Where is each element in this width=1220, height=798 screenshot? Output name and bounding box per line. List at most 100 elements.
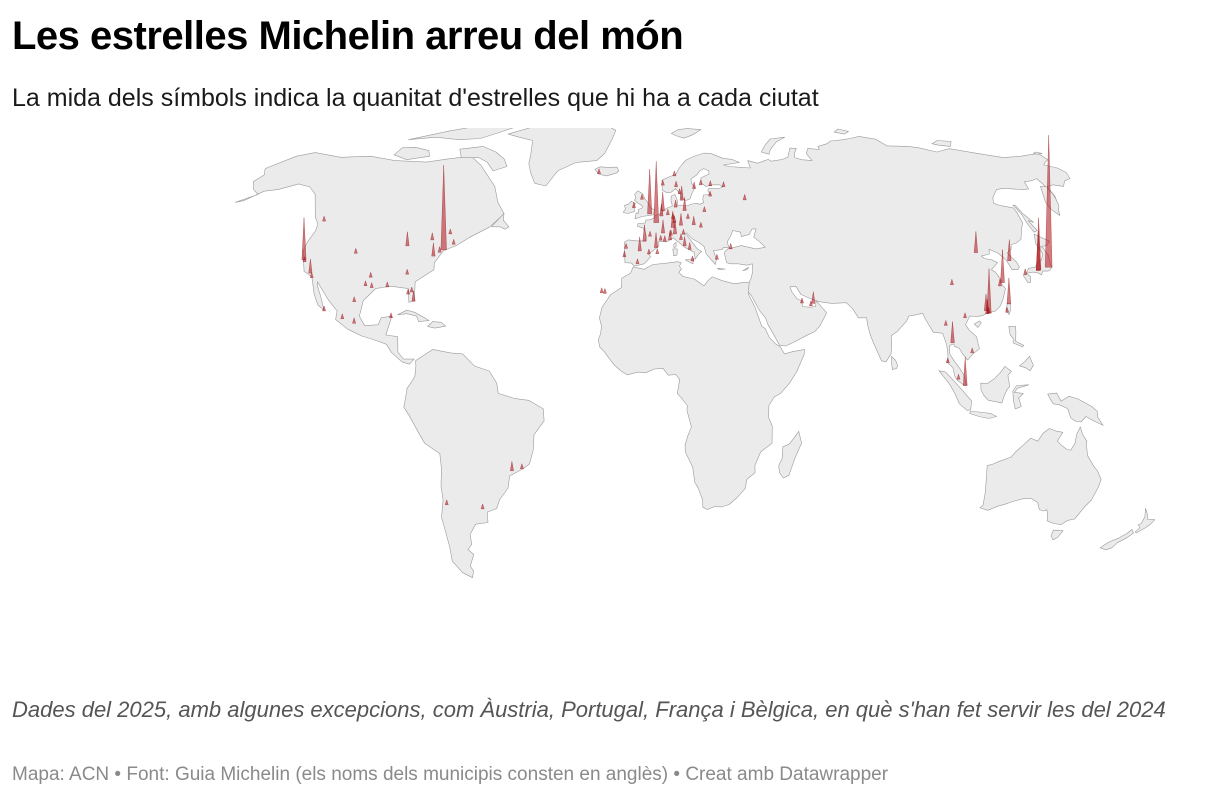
city-spike-marker[interactable] xyxy=(597,167,601,174)
city-spike-marker[interactable] xyxy=(352,316,357,324)
city-spike-marker[interactable] xyxy=(986,268,992,314)
city-spike-marker[interactable] xyxy=(660,179,665,186)
city-spike-marker[interactable] xyxy=(670,211,675,219)
city-spike-marker[interactable] xyxy=(430,232,435,241)
city-spike-marker[interactable] xyxy=(631,201,636,209)
city-spike-marker[interactable] xyxy=(963,311,967,319)
city-spike-marker[interactable] xyxy=(448,228,453,235)
city-spike-marker[interactable] xyxy=(681,228,686,235)
city-spike-marker[interactable] xyxy=(340,312,345,320)
city-spike-marker[interactable] xyxy=(970,347,975,354)
city-spike-marker[interactable] xyxy=(640,193,644,200)
city-spike-marker[interactable] xyxy=(662,234,667,242)
city-spike-marker[interactable] xyxy=(647,169,653,215)
city-spike-marker[interactable] xyxy=(1044,135,1053,268)
city-spike-marker[interactable] xyxy=(385,281,390,288)
city-spike-marker[interactable] xyxy=(677,187,682,194)
city-spike-marker[interactable] xyxy=(665,208,670,216)
city-spike-marker[interactable] xyxy=(679,232,683,240)
city-spike-marker[interactable] xyxy=(714,253,719,260)
city-spike-marker[interactable] xyxy=(691,216,696,226)
city-spike-marker[interactable] xyxy=(624,242,629,249)
landmass-sulawesi xyxy=(1012,384,1030,410)
city-spike-marker[interactable] xyxy=(654,232,659,248)
city-spike-marker[interactable] xyxy=(653,161,659,223)
city-spike-marker[interactable] xyxy=(519,462,524,469)
city-spike-marker[interactable] xyxy=(673,199,678,208)
city-spike-marker[interactable] xyxy=(1006,277,1012,305)
city-spike-marker[interactable] xyxy=(800,297,804,304)
city-spike-marker[interactable] xyxy=(698,178,703,186)
city-spike-marker[interactable] xyxy=(698,221,703,228)
city-spike-marker[interactable] xyxy=(945,356,950,364)
city-spike-marker[interactable] xyxy=(690,255,695,262)
city-spike-marker[interactable] xyxy=(301,217,307,261)
city-spike-marker[interactable] xyxy=(1005,306,1010,313)
city-spike-marker[interactable] xyxy=(1036,217,1042,270)
city-spike-marker[interactable] xyxy=(353,247,358,254)
city-spike-marker[interactable] xyxy=(692,181,697,189)
city-spike-marker[interactable] xyxy=(811,291,816,304)
city-spike-marker[interactable] xyxy=(661,219,665,234)
city-spike-marker[interactable] xyxy=(963,357,968,386)
city-spike-marker[interactable] xyxy=(405,231,410,247)
city-spike-marker[interactable] xyxy=(405,268,410,275)
city-spike-marker[interactable] xyxy=(322,305,327,312)
city-spike-marker[interactable] xyxy=(682,236,687,247)
city-spike-marker[interactable] xyxy=(949,278,954,286)
landmass-south-america xyxy=(403,349,545,578)
city-spike-marker[interactable] xyxy=(687,242,692,250)
city-spike-marker[interactable] xyxy=(674,180,679,187)
city-spike-marker[interactable] xyxy=(369,281,374,288)
city-spike-marker[interactable] xyxy=(668,228,673,236)
city-spike-marker[interactable] xyxy=(309,271,314,278)
city-spike-marker[interactable] xyxy=(409,286,414,293)
city-spike-marker[interactable] xyxy=(352,295,357,302)
city-spike-marker[interactable] xyxy=(660,192,665,212)
city-spike-marker[interactable] xyxy=(406,288,411,295)
city-spike-marker[interactable] xyxy=(437,245,442,253)
city-spike-marker[interactable] xyxy=(648,230,652,237)
city-spike-marker[interactable] xyxy=(1007,239,1012,261)
landmass-tasmania xyxy=(1050,529,1064,541)
city-spike-marker[interactable] xyxy=(411,290,416,302)
city-spike-marker[interactable] xyxy=(368,271,373,278)
city-spike-marker[interactable] xyxy=(672,170,677,177)
city-spike-marker[interactable] xyxy=(431,242,436,257)
city-spike-marker[interactable] xyxy=(672,215,677,224)
city-spike-marker[interactable] xyxy=(682,197,687,211)
city-spike-marker[interactable] xyxy=(658,234,663,241)
city-spike-marker[interactable] xyxy=(950,321,955,343)
city-spike-marker[interactable] xyxy=(322,215,327,222)
city-spike-marker[interactable] xyxy=(679,213,683,226)
city-spike-marker[interactable] xyxy=(363,279,368,287)
city-spike-marker[interactable] xyxy=(510,461,514,472)
city-spike-marker[interactable] xyxy=(642,224,647,242)
city-spike-marker[interactable] xyxy=(635,257,640,265)
city-spike-marker[interactable] xyxy=(599,286,604,293)
city-spike-marker[interactable] xyxy=(1000,249,1005,283)
city-spike-marker[interactable] xyxy=(685,212,690,219)
city-spike-marker[interactable] xyxy=(708,179,713,186)
city-spike-marker[interactable] xyxy=(622,250,627,258)
city-spike-marker[interactable] xyxy=(742,193,747,201)
city-spike-marker[interactable] xyxy=(1023,267,1028,275)
city-spike-marker[interactable] xyxy=(943,319,948,326)
city-spike-marker[interactable] xyxy=(444,498,449,506)
city-spike-marker[interactable] xyxy=(655,247,660,254)
city-spike-marker[interactable] xyxy=(451,238,456,245)
city-spike-marker[interactable] xyxy=(956,373,961,380)
city-spike-marker[interactable] xyxy=(308,258,313,274)
city-spike-marker[interactable] xyxy=(728,242,733,250)
city-spike-marker[interactable] xyxy=(708,190,713,197)
city-spike-marker[interactable] xyxy=(973,231,978,253)
city-spike-marker[interactable] xyxy=(637,236,642,252)
city-spike-marker[interactable] xyxy=(983,294,988,311)
city-spike-marker[interactable] xyxy=(389,311,393,319)
city-spike-marker[interactable] xyxy=(646,248,651,255)
city-spike-marker[interactable] xyxy=(440,165,447,251)
city-spike-marker[interactable] xyxy=(721,180,726,187)
city-spike-marker[interactable] xyxy=(480,503,485,510)
city-spike-marker[interactable] xyxy=(702,205,707,212)
city-spike-marker[interactable] xyxy=(602,287,607,294)
